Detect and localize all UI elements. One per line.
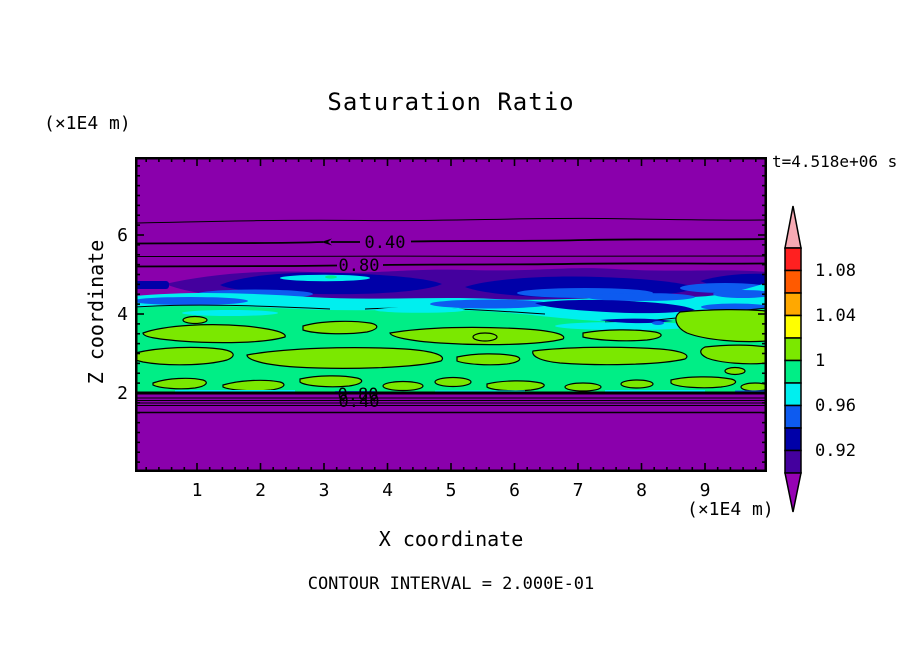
colorbar-segment bbox=[784, 427, 802, 452]
contour-label-040-upper: 0.40 bbox=[365, 233, 406, 253]
x-tick-label: 9 bbox=[699, 480, 711, 501]
colorbar-segment bbox=[784, 382, 802, 407]
upper-contour-line-020 bbox=[135, 217, 767, 224]
z-axis-units-label: (×1E4 m) bbox=[44, 113, 131, 134]
colorbar-tick-label: 1 bbox=[815, 351, 825, 371]
contour-interval-caption: CONTOUR INTERVAL = 2.000E-01 bbox=[307, 574, 595, 594]
z-tick-label: 6 bbox=[117, 225, 128, 246]
colorbar: 1.08 1.04 1 0.96 0.92 bbox=[784, 205, 856, 513]
colorbar-segment bbox=[784, 337, 802, 362]
colorbar-segment bbox=[784, 404, 802, 429]
x-tick-label: 8 bbox=[636, 480, 647, 501]
contour-line-080 bbox=[135, 262, 767, 268]
colorbar-segment bbox=[784, 269, 802, 294]
x-tick-label: 3 bbox=[318, 480, 330, 501]
cyan-streaks-in-green bbox=[182, 307, 767, 330]
page-title: Saturation Ratio bbox=[327, 88, 575, 116]
colorbar-segment bbox=[784, 449, 802, 474]
contour-label-arrow bbox=[321, 238, 332, 246]
colorbar-segment bbox=[784, 292, 802, 317]
contour-label-040-lower: 0.40 bbox=[339, 392, 380, 412]
x-tick-label: 7 bbox=[572, 480, 584, 501]
contour-label-080-lower: 0.80 bbox=[338, 385, 379, 405]
x-axis-title: X coordinate bbox=[378, 527, 524, 551]
contour-label-080-upper: 0.80 bbox=[339, 256, 380, 276]
x-tick-label: 5 bbox=[445, 480, 457, 501]
plot-frame bbox=[135, 157, 767, 472]
z-tick-label: 4 bbox=[117, 304, 128, 325]
green-yellow-blobs bbox=[135, 309, 767, 392]
colorbar-segment bbox=[784, 314, 802, 339]
colorbar-tick-label: 0.92 bbox=[815, 441, 856, 461]
x-axis-units-label: (×1E4 m) bbox=[687, 499, 774, 520]
x-tick-label: 4 bbox=[382, 480, 393, 501]
time-annotation: t=4.518e+06 s bbox=[772, 152, 898, 171]
x-tick-label: 2 bbox=[255, 480, 266, 501]
colorbar-tick-label: 1.08 bbox=[815, 261, 856, 281]
colorbar-segment bbox=[784, 359, 802, 384]
colorbar-over-arrow bbox=[784, 205, 802, 249]
x-tick-label: 6 bbox=[509, 480, 520, 501]
upper-contour-line-060 bbox=[135, 255, 767, 258]
contour-plot-area: 0.40 0.80 0.80 0.40 bbox=[135, 157, 767, 472]
blue-streaks-in-cyan bbox=[135, 290, 767, 314]
green-speck bbox=[325, 275, 337, 279]
lower-contour-line-bundle bbox=[135, 391, 767, 414]
lower-purple-zone bbox=[135, 393, 767, 472]
colorbar-segment bbox=[784, 247, 802, 272]
colorbar-tick-label: 0.96 bbox=[815, 396, 856, 416]
contour-line-040 bbox=[135, 238, 767, 245]
colorbar-under-arrow bbox=[784, 472, 802, 513]
x-tick-label: 1 bbox=[191, 480, 203, 501]
colorbar-tick-label: 1.04 bbox=[815, 306, 856, 326]
cyan-streak-in-navy bbox=[280, 274, 370, 282]
z-tick-label: 2 bbox=[117, 383, 128, 404]
